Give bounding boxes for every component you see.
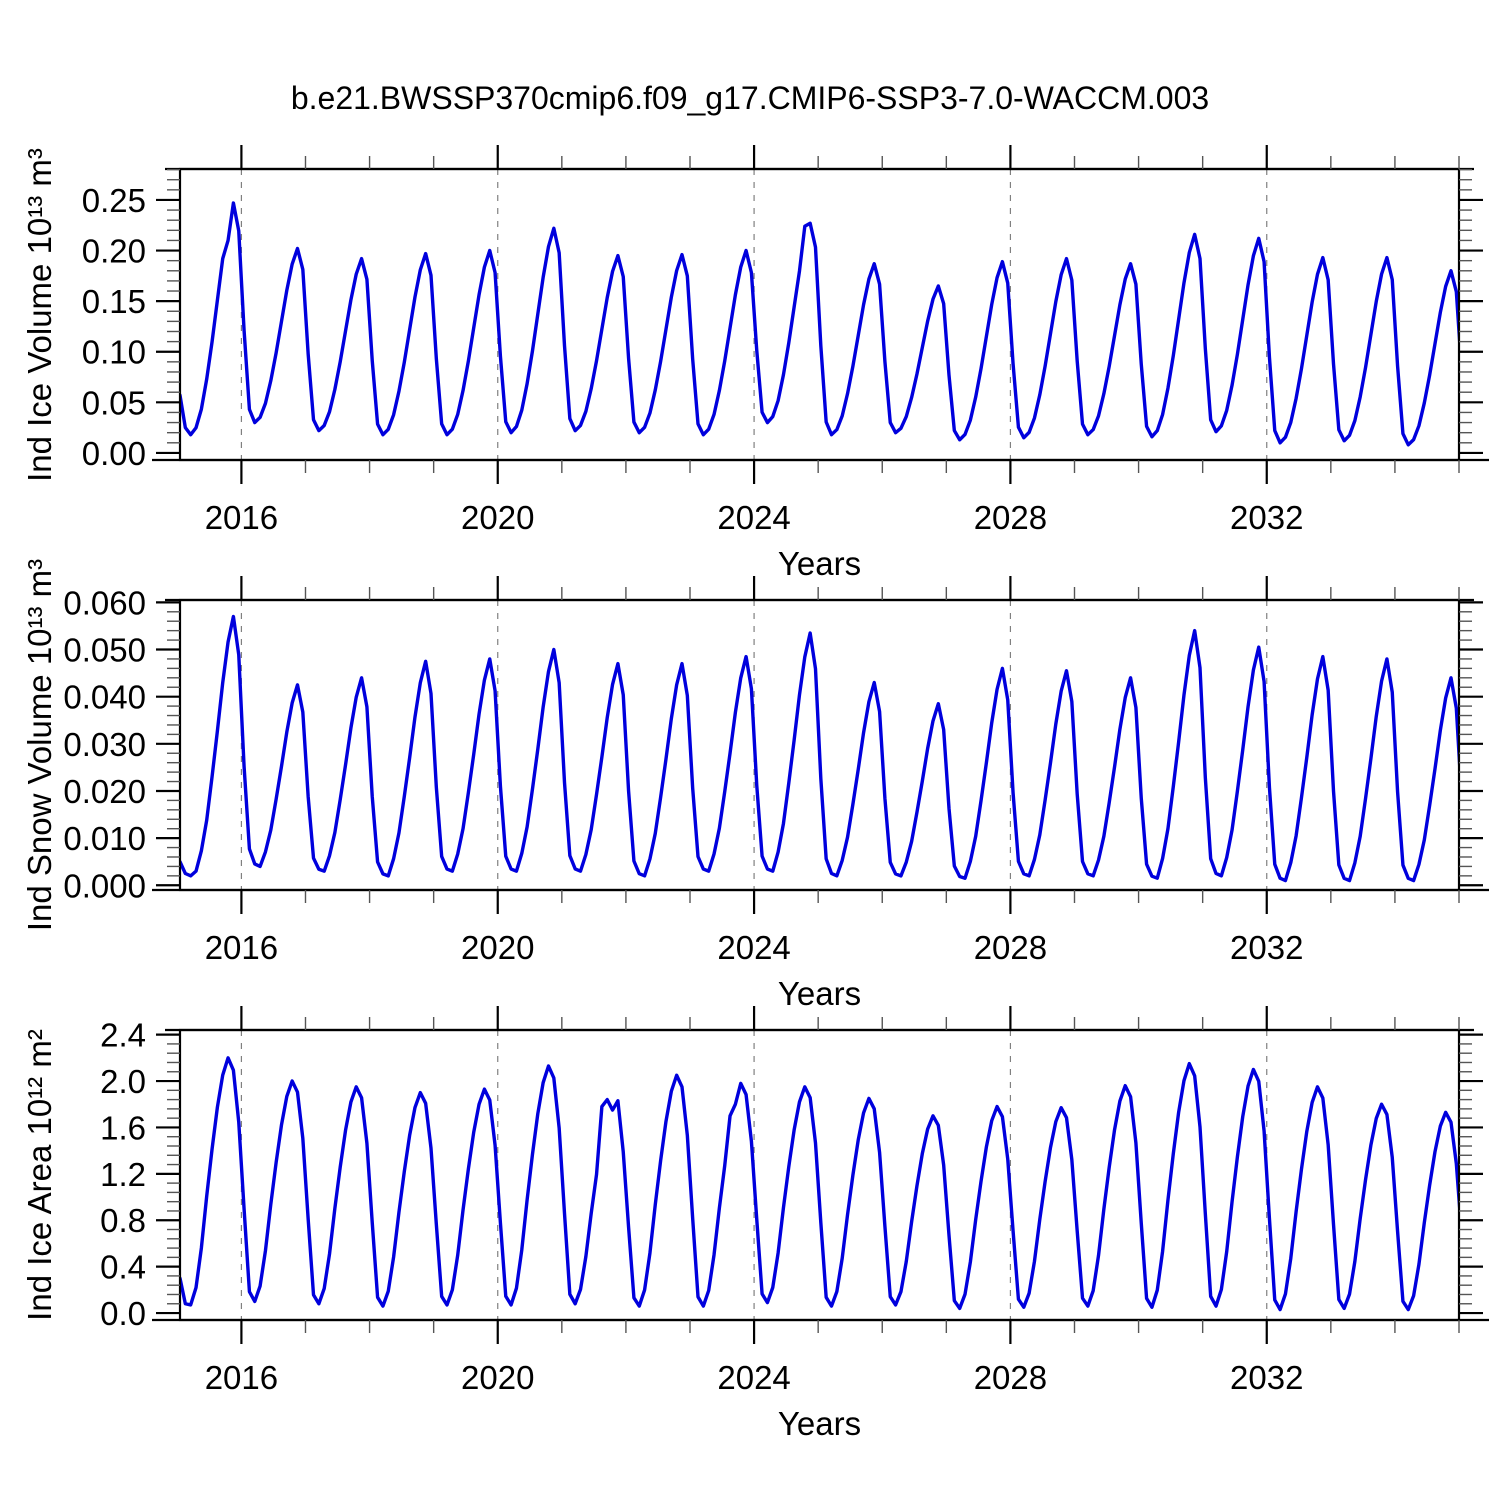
y-tick-label-0.15: 0.15	[82, 283, 146, 320]
x-tick-label-2032: 2032	[1230, 929, 1303, 966]
y-tick-label-2.0: 2.0	[100, 1063, 146, 1100]
y-tick-label-0.010: 0.010	[63, 820, 146, 857]
x-tick-label-2024: 2024	[717, 1359, 790, 1396]
y-tick-label-0.000: 0.000	[63, 867, 146, 904]
x-tick-label-2020: 2020	[461, 929, 534, 966]
plot-box	[178, 167, 1461, 462]
y-tick-label-0.0: 0.0	[100, 1295, 146, 1332]
y-tick-label-0.25: 0.25	[82, 182, 146, 219]
y-tick-label-0.4: 0.4	[100, 1249, 146, 1286]
x-tick-label-2024: 2024	[717, 929, 790, 966]
data-line-ind-snow-volume	[180, 614, 1459, 883]
y-tick-label-0.8: 0.8	[100, 1202, 146, 1239]
y-tick-label-0.05: 0.05	[82, 384, 146, 421]
x-tick-label-2028: 2028	[974, 1359, 1047, 1396]
y-tick-label-0.20: 0.20	[82, 233, 146, 270]
y-tick-label-1.2: 1.2	[100, 1156, 146, 1193]
y-tick-label-0.040: 0.040	[63, 679, 146, 716]
y-tick-label-0.00: 0.00	[82, 435, 146, 472]
x-tick-label-2016: 2016	[205, 1359, 278, 1396]
y-tick-label-0.020: 0.020	[63, 773, 146, 810]
panel-ind-ice-volume: 2016 2020 2024 2028 2032 0.00 0.05 0.10 0.15 0.20…	[82, 145, 1489, 536]
panel-ind-snow-volume: 2016 2020 2024 2028 2032 0.000 0.010 0.020 0.030…	[63, 576, 1489, 966]
x-tick-label-2032: 2032	[1230, 499, 1303, 536]
x-tick-label-2024: 2024	[717, 499, 790, 536]
x-tick-label-2020: 2020	[461, 499, 534, 536]
x-tick-label-2020: 2020	[461, 1359, 534, 1396]
y-tick-label-0.050: 0.050	[63, 632, 146, 669]
x-tick-label-2032: 2032	[1230, 1359, 1303, 1396]
x-axis-title-years-panel2: Years	[777, 975, 862, 1012]
panel-ind-ice-area: 2016 2020 2024 2028 2032 0.0 0.4 0.8 1.2 1.6 2.0 2.…	[100, 1006, 1489, 1396]
figure-title: b.e21.BWSSP370cmip6.f09_g17.CMIP6-SSP3-7…	[290, 80, 1210, 116]
x-axis-title-years-panel1: Years	[777, 545, 862, 582]
x-tick-label-2016: 2016	[205, 929, 278, 966]
data-line-ind-ice-volume	[180, 201, 1459, 447]
y-tick-label-0.030: 0.030	[63, 726, 146, 763]
x-tick-label-2016: 2016	[205, 499, 278, 536]
y-tick-label-0.060: 0.060	[63, 584, 146, 621]
x-tick-label-2028: 2028	[974, 499, 1047, 536]
y-tick-label-0.10: 0.10	[82, 334, 146, 371]
y-tick-label-1.6: 1.6	[100, 1109, 146, 1146]
x-tick-label-2028: 2028	[974, 929, 1047, 966]
plot-box	[178, 1028, 1461, 1322]
data-line-ind-ice-area	[180, 1056, 1459, 1312]
x-axis-title-years-panel3: Years	[777, 1405, 862, 1442]
plot-box	[178, 598, 1461, 892]
y-tick-label-2.4: 2.4	[100, 1017, 146, 1054]
